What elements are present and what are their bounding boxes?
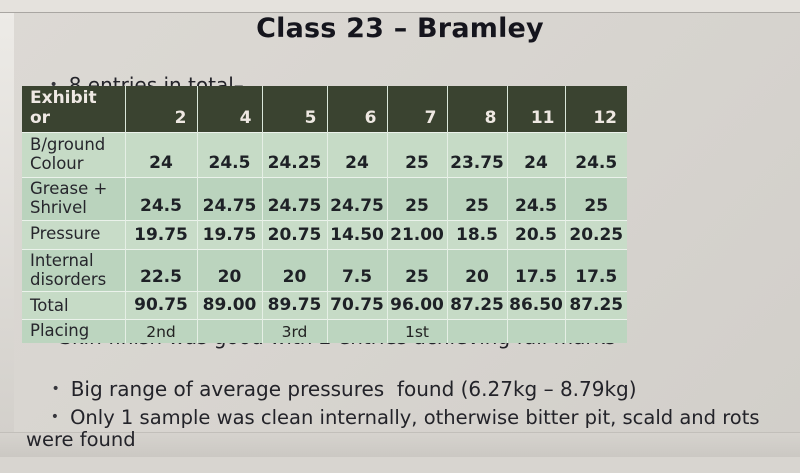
score-cell: 25 — [446, 176, 507, 220]
row-label: B/ground Colour — [22, 131, 125, 177]
header-exhibitor-number: 6 — [326, 86, 387, 132]
score-cell: 14.50 — [326, 219, 387, 249]
score-cell: 20 — [196, 248, 262, 292]
score-cell: 7.5 — [326, 248, 387, 292]
score-cell: 24.75 — [261, 176, 327, 220]
score-cell: 25 — [386, 176, 447, 220]
score-cell: 25 — [386, 131, 447, 177]
bullet-internal-condition-text: Only 1 sample was clean internally, othe… — [26, 406, 766, 451]
score-cell: 87.25 — [564, 291, 627, 320]
page-title: Class 23 – Bramley — [256, 13, 544, 44]
bullet-icon: • — [51, 381, 60, 397]
score-cell: 20 — [446, 248, 507, 292]
score-cell: 19.75 — [196, 219, 262, 249]
score-cell: 86.50 — [506, 291, 565, 320]
score-cell: 24.5 — [564, 131, 627, 177]
score-cell: 24.5 — [124, 176, 197, 220]
header-exhibitor-number: 12 — [564, 86, 627, 132]
score-cell: 21.00 — [386, 219, 447, 249]
screen-bottom-edge — [0, 433, 800, 457]
score-cell: 24 — [326, 131, 387, 177]
bullet-icon: • — [49, 77, 58, 93]
score-cell: 96.00 — [386, 291, 447, 320]
header-exhibitor-number: 11 — [506, 86, 565, 132]
header-exhibitor-number: 7 — [386, 86, 447, 132]
bullet-internal-condition: • Only 1 sample was clean internally, oth… — [26, 384, 782, 473]
score-cell: 24.5 — [506, 176, 565, 220]
judging-scores-table: Exhibitor 2 4 5 6 7 8 11 12 B/ground Col… — [22, 86, 627, 343]
score-cell: 22.5 — [124, 248, 197, 292]
score-cell: 24.75 — [196, 176, 262, 220]
bullet-icon: • — [50, 409, 60, 425]
score-cell: 89.75 — [261, 291, 327, 320]
header-exhibitor-number: 4 — [196, 86, 262, 132]
placing-cell — [326, 319, 387, 343]
score-cell: 19.75 — [124, 219, 197, 249]
score-cell: 24.25 — [261, 131, 327, 177]
row-label: Pressure — [22, 219, 125, 249]
placing-cell: 2nd — [124, 319, 197, 343]
score-cell: 24 — [124, 131, 197, 177]
row-label: Total — [22, 291, 125, 320]
score-cell: 20.75 — [261, 219, 327, 249]
header-exhibitor-number: 8 — [446, 86, 507, 132]
score-cell: 90.75 — [124, 291, 197, 320]
score-cell: 24.5 — [196, 131, 262, 177]
score-cell: 25 — [564, 176, 627, 220]
score-cell: 89.00 — [196, 291, 262, 320]
table-row-placing: Placing 2nd 3rd 1st — [22, 319, 627, 343]
table-header-row: Exhibitor 2 4 5 6 7 8 11 12 — [22, 86, 627, 132]
table-row: Grease + Shrivel 24.5 24.75 24.75 24.75 … — [22, 176, 627, 220]
placing-cell: 1st — [386, 319, 447, 343]
score-cell: 87.25 — [446, 291, 507, 320]
score-cell: 23.75 — [446, 131, 507, 177]
score-cell: 20.5 — [506, 219, 565, 249]
score-cell: 70.75 — [326, 291, 387, 320]
placing-cell — [506, 319, 565, 343]
bullet-pressure-range-text: Big range of average pressures found (6.… — [70, 377, 637, 401]
screen-left-edge — [0, 13, 14, 433]
placing-cell: 3rd — [261, 319, 327, 343]
score-cell: 17.5 — [506, 248, 565, 292]
table-row: Pressure 19.75 19.75 20.75 14.50 21.00 1… — [22, 219, 627, 249]
header-exhibitor-label: Exhibitor — [30, 88, 97, 129]
score-cell: 24 — [506, 131, 565, 177]
screen-top-edge — [0, 0, 800, 13]
header-exhibitor-number: 5 — [261, 86, 327, 132]
table-row: Total 90.75 89.00 89.75 70.75 96.00 87.2… — [22, 291, 627, 320]
slide-photo: Class 23 – Bramley • 8 entries in total– … — [0, 0, 800, 457]
score-cell: 24.75 — [326, 176, 387, 220]
placing-cell — [564, 319, 627, 343]
score-cell: 20.25 — [564, 219, 627, 249]
score-cell: 20 — [261, 248, 327, 292]
table-row: B/ground Colour 24 24.5 24.25 24 25 23.7… — [22, 131, 627, 177]
score-cell: 25 — [386, 248, 447, 292]
row-label: Grease + Shrivel — [22, 176, 125, 220]
placing-cell — [446, 319, 507, 343]
row-label: Internal disorders — [22, 248, 125, 292]
score-cell: 17.5 — [564, 248, 627, 292]
row-label: Placing — [22, 319, 125, 343]
bullet-pressure-range: • Big range of average pressures found (6… — [26, 356, 637, 422]
score-cell: 18.5 — [446, 219, 507, 249]
placing-cell — [196, 319, 262, 343]
header-exhibitor-number: 2 — [124, 86, 197, 132]
table-row: Internal disorders 22.5 20 20 7.5 25 20 … — [22, 248, 627, 292]
slide-bottom-border — [0, 432, 800, 433]
header-exhibitor: Exhibitor — [22, 86, 125, 132]
